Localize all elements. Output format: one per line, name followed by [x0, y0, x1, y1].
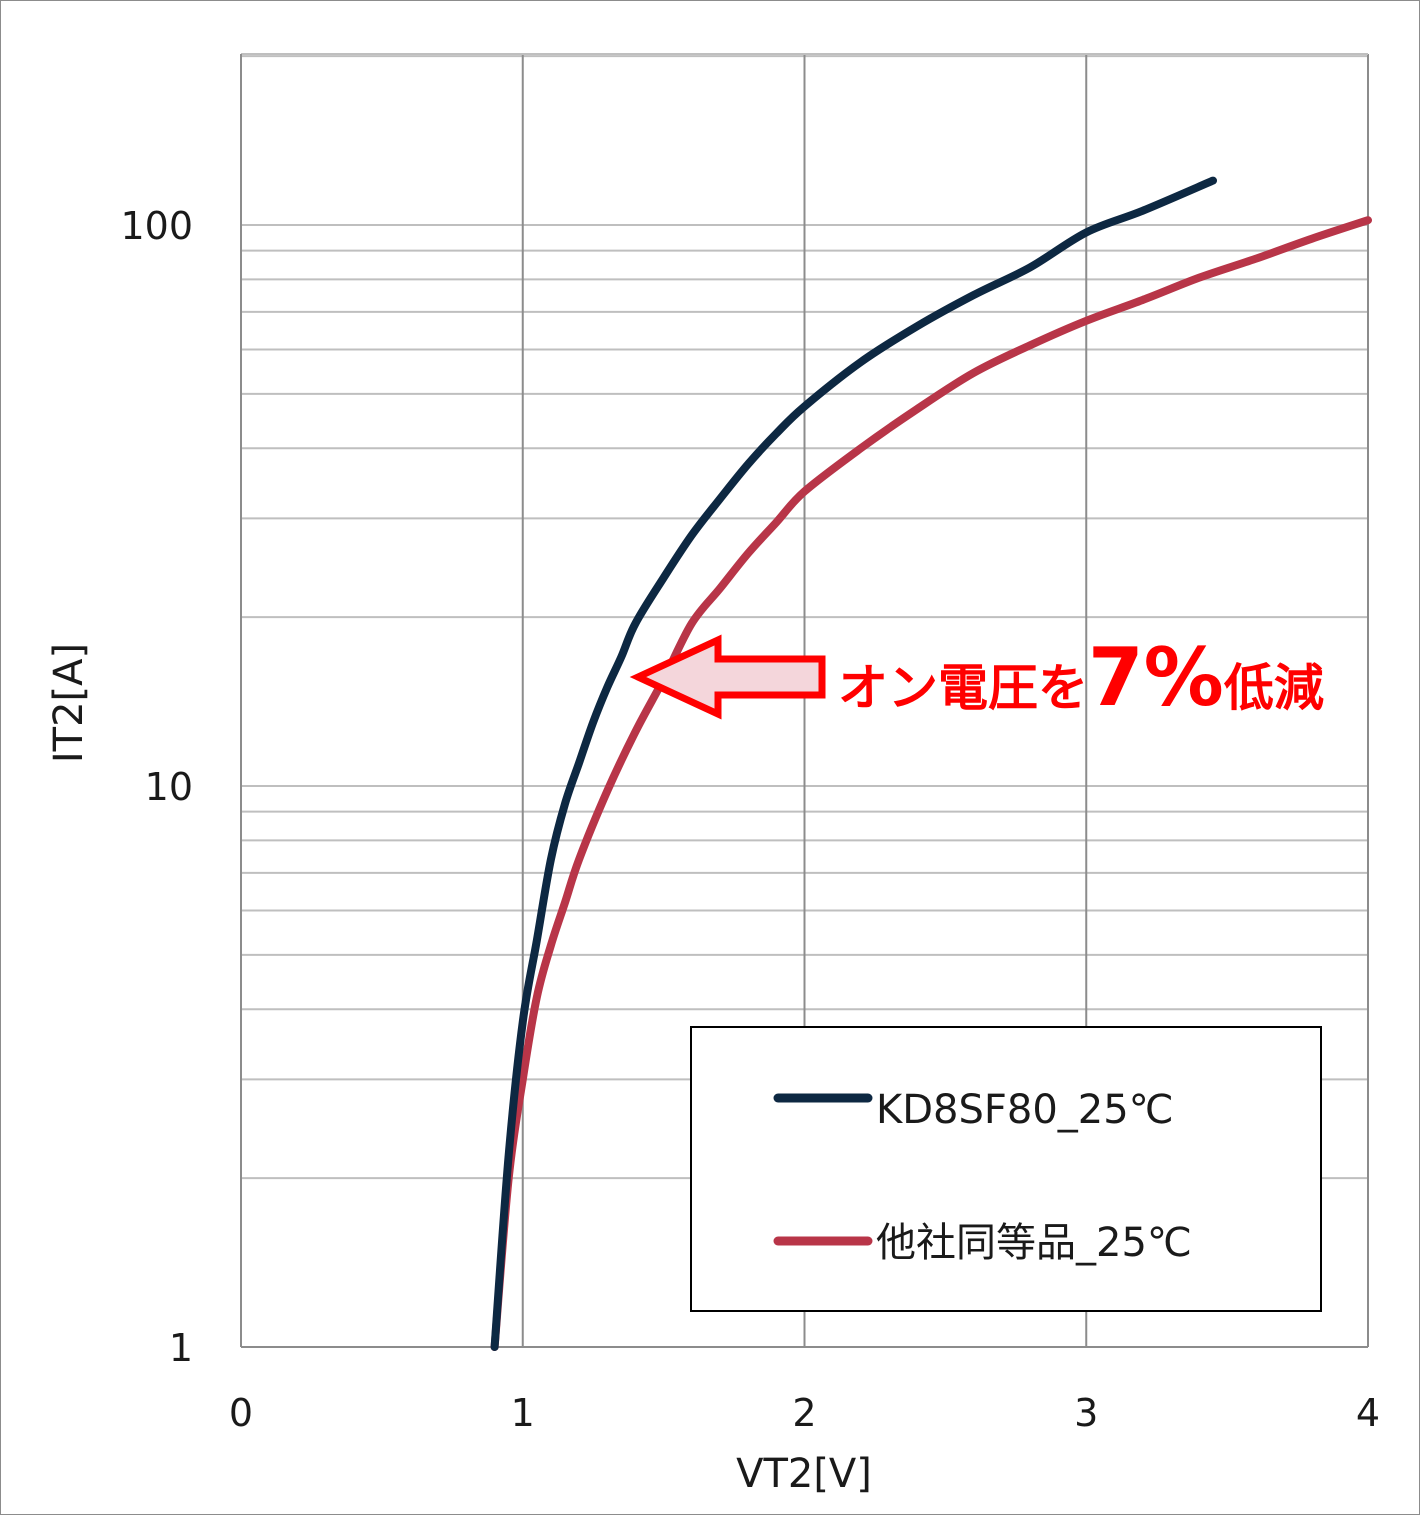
annotation-text: オン電圧を7%低減: [838, 631, 1324, 724]
annotation-prefix: オン電圧を: [838, 659, 1088, 717]
annotation: オン電圧を7%低減: [629, 631, 1324, 724]
y-tick-label: 1: [169, 1326, 193, 1370]
y-tick-label: 100: [120, 204, 193, 248]
legend: KD8SF80_25℃ 他社同等品_25℃: [690, 1026, 1322, 1312]
legend-box: [690, 1026, 1322, 1312]
annotation-value: 7%: [1088, 631, 1224, 724]
annotation-arrow-icon: [629, 634, 826, 720]
plot-area: [240, 53, 1368, 1348]
series-line-competitor: [490, 216, 1372, 1351]
x-tick-label: 0: [229, 1391, 253, 1435]
x-axis-label: VT2[V]: [736, 1451, 872, 1497]
series-layer: [490, 176, 1372, 1351]
x-tick-label: 4: [1356, 1391, 1380, 1435]
annotation-suffix: 低減: [1224, 659, 1324, 717]
y-axis-label: IT2[A]: [46, 643, 92, 763]
legend-label-kd8sf80: KD8SF80_25℃: [876, 1087, 1174, 1133]
series-line-kd8sf80: [490, 176, 1217, 1351]
x-tick-label: 2: [792, 1391, 816, 1435]
x-tick-label: 3: [1074, 1391, 1098, 1435]
y-tick-label: 10: [145, 765, 193, 809]
x-tick-label: 1: [511, 1391, 535, 1435]
legend-label-competitor: 他社同等品_25℃: [876, 1220, 1192, 1266]
